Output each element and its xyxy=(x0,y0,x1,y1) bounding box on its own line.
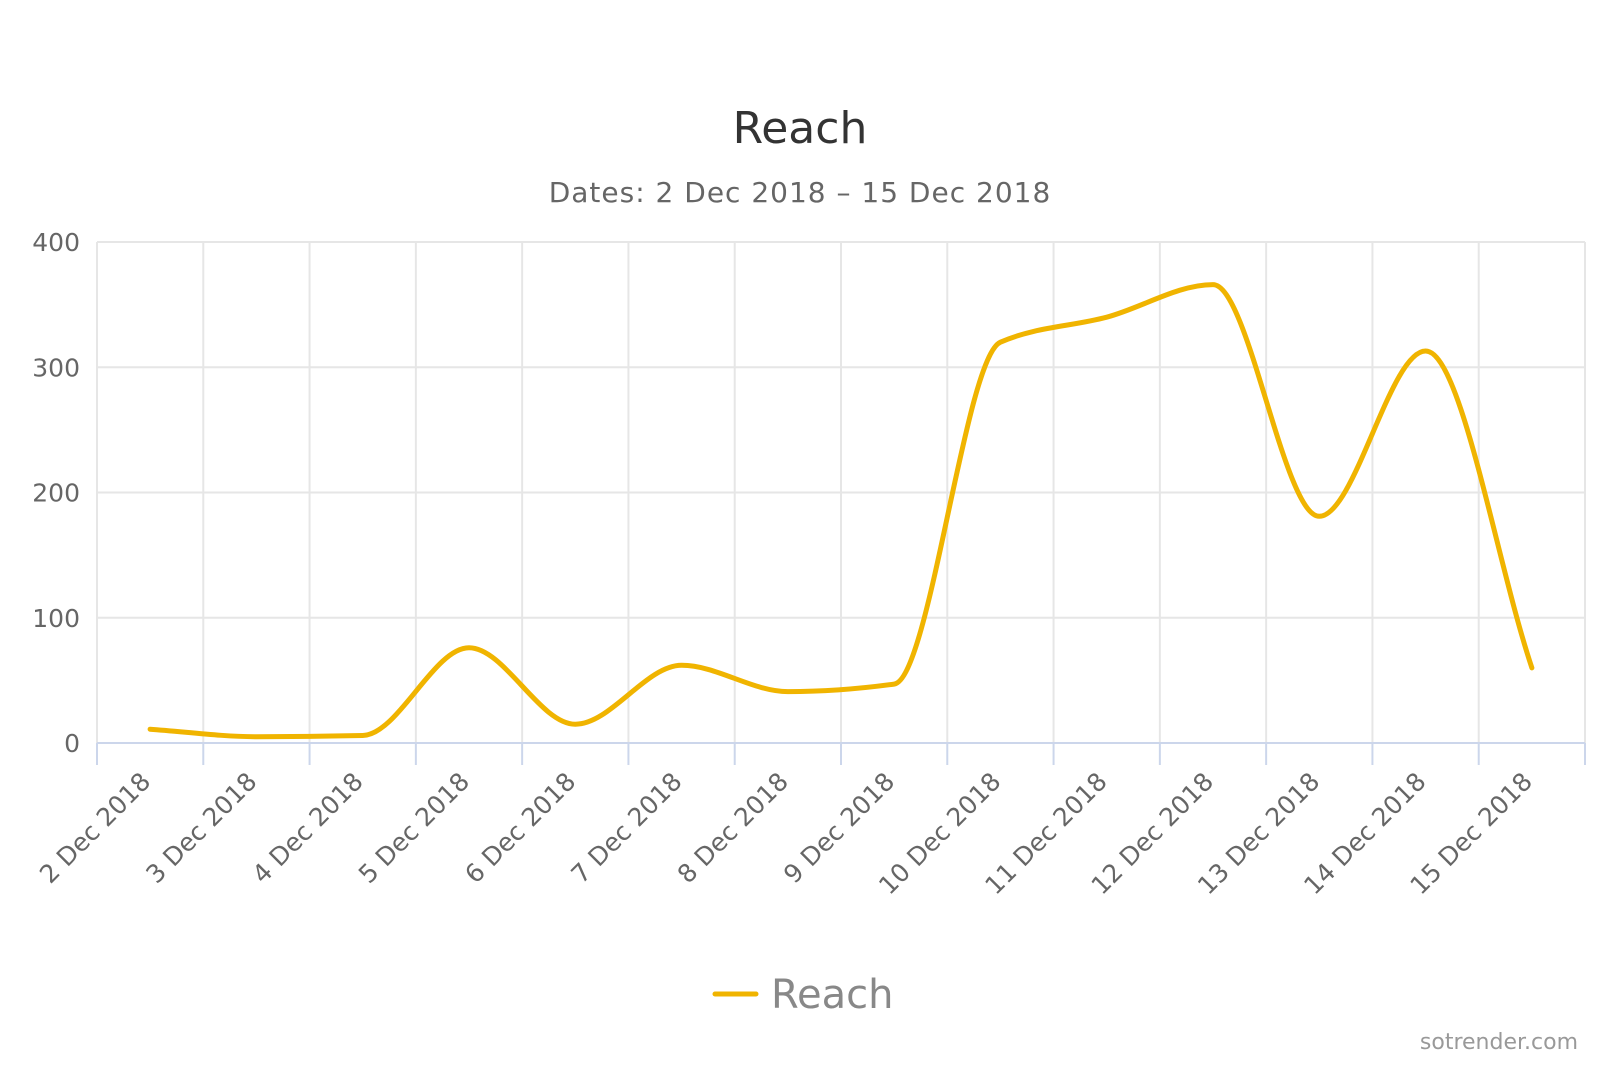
credit-text[interactable]: sotrender.com xyxy=(1420,1030,1578,1055)
legend[interactable]: Reach xyxy=(712,972,893,1018)
x-tick-label: 5 Dec 2018 xyxy=(353,767,475,889)
chart-title: Reach xyxy=(733,103,868,154)
data-point-reach[interactable] xyxy=(889,679,899,689)
data-point-reach[interactable] xyxy=(1208,280,1218,290)
y-axis-labels: 0 100 200 300 400 xyxy=(32,228,80,758)
data-point-reach[interactable] xyxy=(358,730,368,740)
x-tick-label: 4 Dec 2018 xyxy=(247,767,369,889)
data-point-reach[interactable] xyxy=(1102,312,1112,322)
x-tick-label: 2 Dec 2018 xyxy=(34,767,156,889)
data-point-reach[interactable] xyxy=(251,732,261,742)
y-tick-label: 0 xyxy=(64,729,80,758)
x-axis xyxy=(96,742,1586,765)
chart-subtitle: Dates: 2 Dec 2018 – 15 Dec 2018 xyxy=(549,176,1052,209)
x-tick-label: 6 Dec 2018 xyxy=(459,767,581,889)
data-point-reach[interactable] xyxy=(783,687,793,697)
y-tick-label: 400 xyxy=(32,228,80,257)
data-point-reach[interactable] xyxy=(145,724,155,734)
y-tick-label: 200 xyxy=(32,479,80,508)
data-point-reach[interactable] xyxy=(677,660,687,670)
series-reach xyxy=(145,280,1537,742)
data-point-reach[interactable] xyxy=(570,719,580,729)
y-tick-label: 100 xyxy=(32,604,80,633)
data-point-reach[interactable] xyxy=(1314,511,1324,521)
x-tick-label: 7 Dec 2018 xyxy=(565,767,687,889)
data-point-reach[interactable] xyxy=(1527,663,1537,673)
data-point-reach[interactable] xyxy=(464,643,474,653)
data-point-reach[interactable] xyxy=(995,337,1005,347)
grid-lines xyxy=(96,241,1586,743)
y-tick-label: 300 xyxy=(32,353,80,382)
x-tick-label: 8 Dec 2018 xyxy=(672,767,794,889)
data-point-reach[interactable] xyxy=(1421,346,1431,356)
legend-label-reach[interactable]: Reach xyxy=(771,972,893,1018)
series-line-reach[interactable] xyxy=(147,282,1535,740)
x-tick-label: 3 Dec 2018 xyxy=(140,767,262,889)
